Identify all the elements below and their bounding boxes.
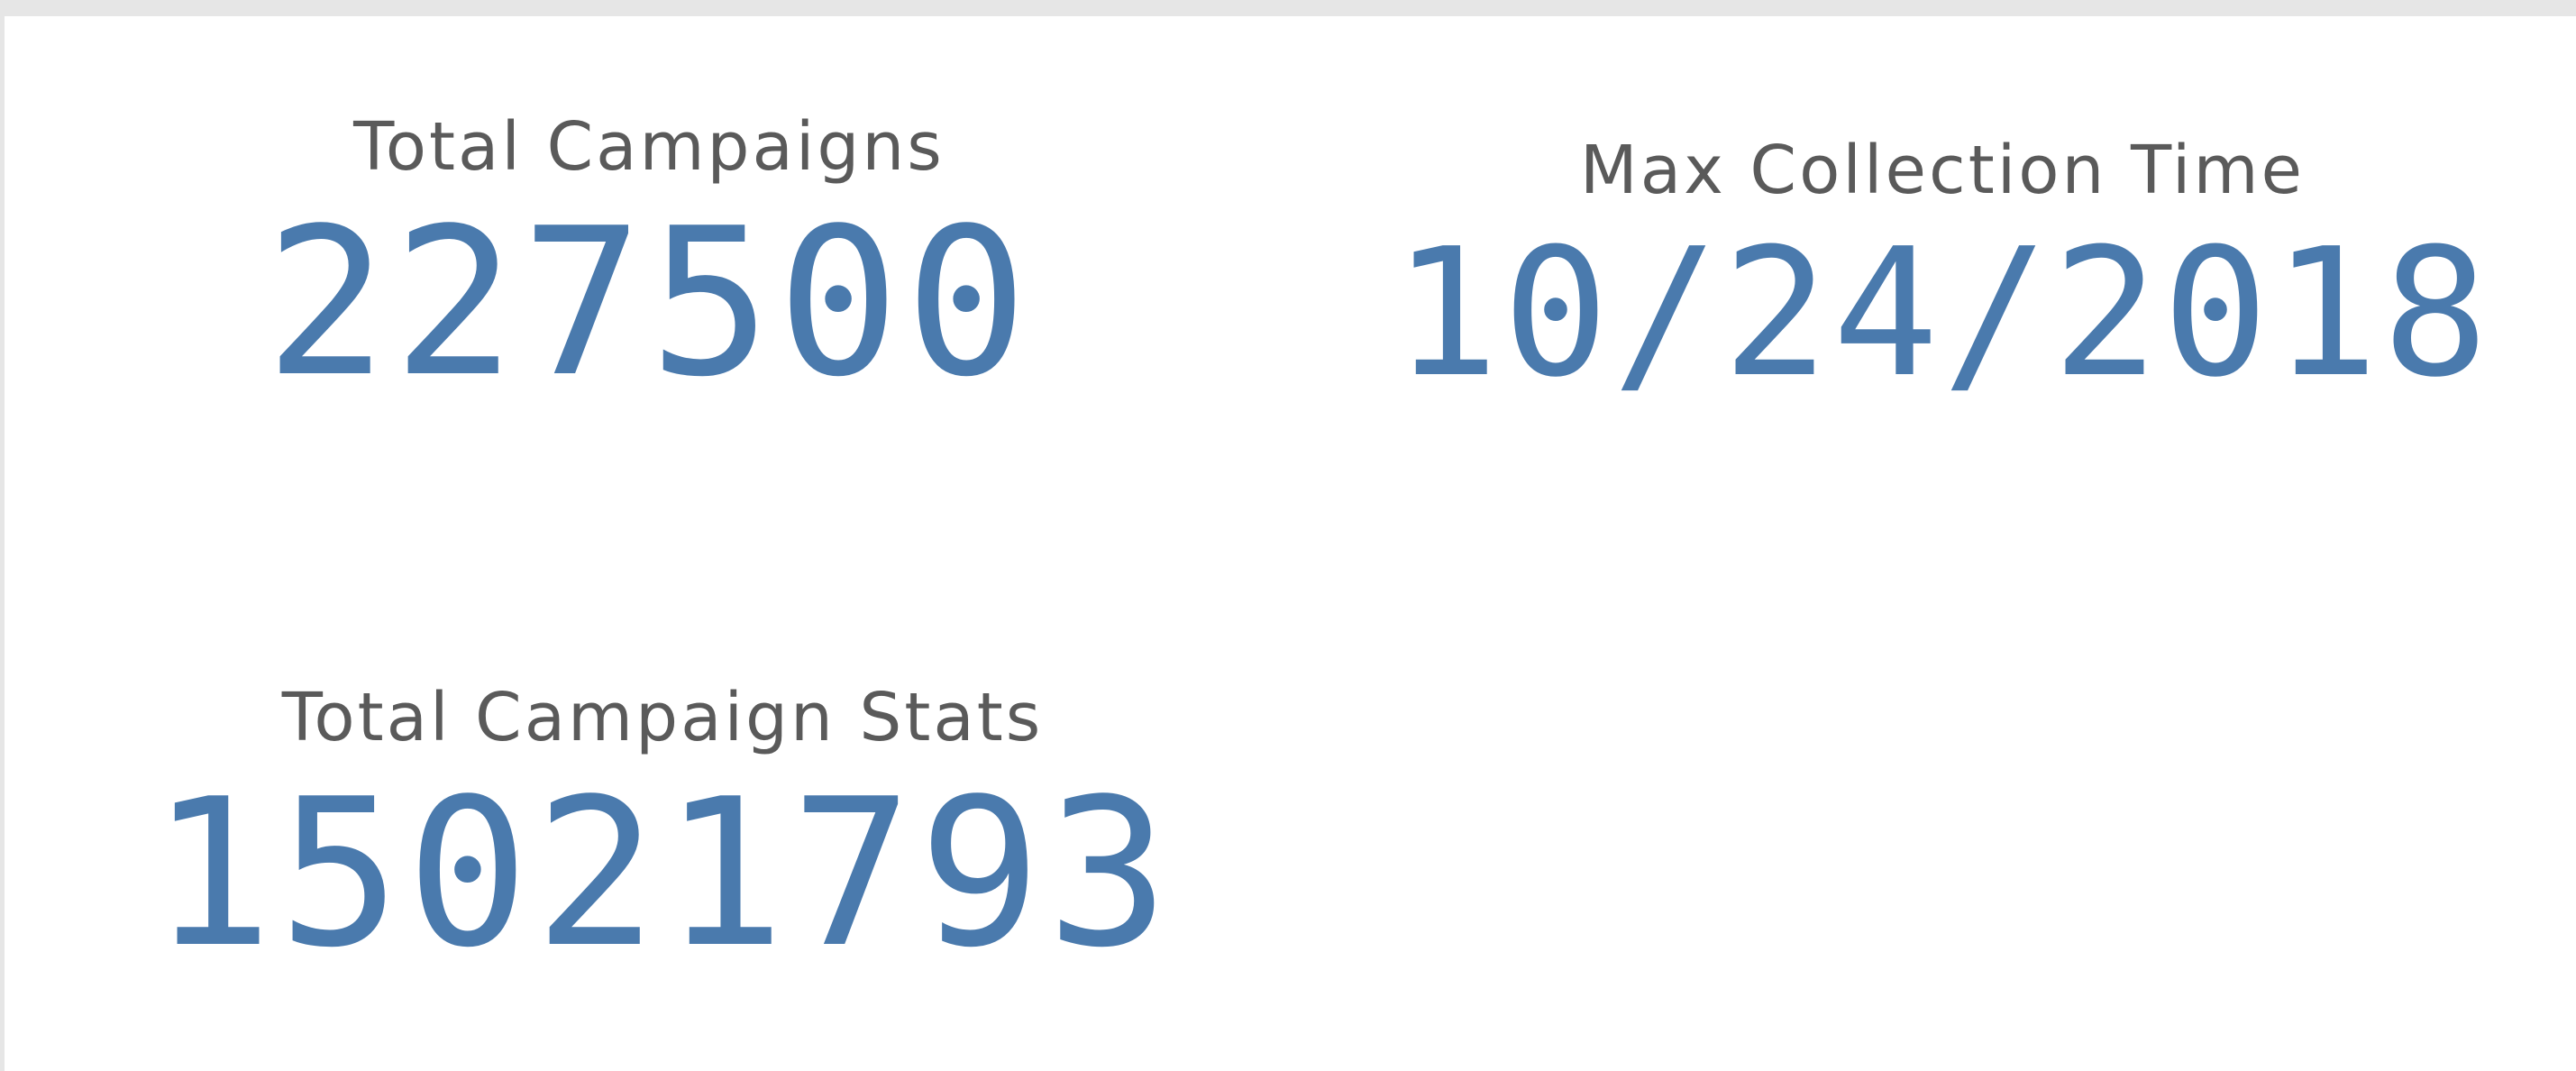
kpi-title-total-campaign-stats: Total Campaign Stats	[281, 679, 1044, 756]
kpi-value-max-collection-time: 10/24/2018	[1392, 211, 2493, 416]
kpi-tile-max-collection-time[interactable]: Max Collection Time 10/24/2018	[1357, 132, 2528, 402]
kpi-value-total-campaigns: 227500	[264, 185, 1034, 422]
kpi-tile-total-campaign-stats[interactable]: Total Campaign Stats 15021793	[86, 679, 1239, 976]
dashboard-canvas: Total Campaigns 227500 Max Collection Ti…	[5, 16, 2576, 1071]
kpi-value-total-campaign-stats: 15021793	[150, 755, 1175, 993]
kpi-title-total-campaigns: Total Campaigns	[353, 108, 945, 186]
kpi-title-max-collection-time: Max Collection Time	[1579, 132, 2306, 209]
kpi-tile-total-campaigns[interactable]: Total Campaigns 227500	[167, 106, 1131, 406]
top-frame-bar	[0, 0, 2576, 16]
